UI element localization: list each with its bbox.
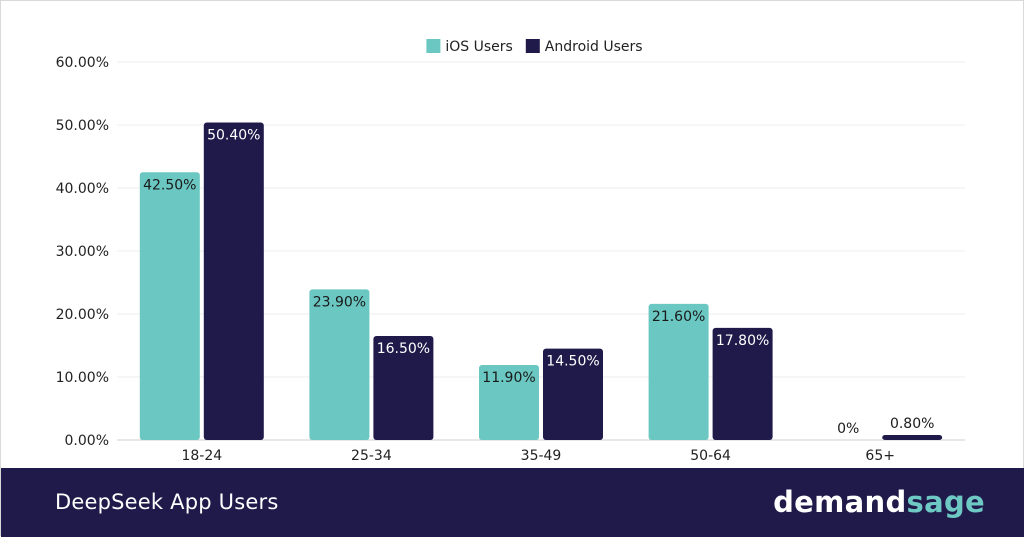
y-tick-label: 10.00% xyxy=(56,370,109,386)
brand-logo: demandsage xyxy=(773,485,985,519)
data-label: 17.80% xyxy=(716,333,769,349)
y-tick-label: 50.00% xyxy=(56,118,109,134)
x-tick-label: 25-34 xyxy=(351,448,392,464)
bar-ios-users xyxy=(648,303,709,440)
bar-ios-users xyxy=(139,172,200,440)
data-label: 23.90% xyxy=(313,294,366,310)
legend-label: iOS Users xyxy=(445,39,512,55)
data-label: 42.50% xyxy=(143,177,196,193)
legend-swatch xyxy=(525,39,540,53)
footer-bar: DeepSeek App Users demandsage xyxy=(1,468,1024,537)
footer-title: DeepSeek App Users xyxy=(55,490,279,514)
legend-swatch xyxy=(426,39,441,53)
y-tick-label: 30.00% xyxy=(56,244,109,260)
bar-android-users xyxy=(203,122,264,440)
y-tick-label: 20.00% xyxy=(56,307,109,323)
legend-label: Android Users xyxy=(545,39,643,55)
data-label: 21.60% xyxy=(652,309,705,325)
bar-android-users xyxy=(543,348,603,440)
y-tick-label: 60.00% xyxy=(56,55,109,71)
data-label: 14.50% xyxy=(546,354,599,370)
x-tick-label: 65+ xyxy=(865,448,895,464)
y-axis-ticks: 0.00% 10.00% 20.00% 30.00% 40.00% 50.00% 60.00… xyxy=(56,55,109,449)
bar-chart: 0.00% 10.00% 20.00% 30.00% 40.00% 50.00% 60.00… xyxy=(56,39,965,464)
bar-android-users xyxy=(882,434,943,440)
x-tick-label: 50-64 xyxy=(690,448,731,464)
x-axis-ticks: 18-24 25-34 35-49 50-64 65+ xyxy=(181,448,895,464)
bar-android-users xyxy=(712,327,773,440)
legend: iOS Users Android Users xyxy=(426,39,643,55)
data-label: 16.50% xyxy=(377,341,430,357)
bar-ios-users xyxy=(309,289,370,440)
bar-android-users xyxy=(373,336,434,440)
data-label: 0.80% xyxy=(890,416,934,432)
data-labels: 42.50% 50.40% 23.90% 16.50% 11.90% 14.50% 21.6… xyxy=(143,127,934,437)
y-tick-label: 0.00% xyxy=(65,433,109,449)
brand-part-sage: sage xyxy=(906,485,985,519)
data-label: 11.90% xyxy=(482,370,535,386)
bar-ios-users xyxy=(479,365,539,440)
x-tick-label: 18-24 xyxy=(181,448,222,464)
data-label: 0% xyxy=(837,421,859,437)
brand-part-demand: demand xyxy=(773,485,907,519)
y-tick-label: 40.00% xyxy=(56,181,109,197)
bars xyxy=(139,122,943,440)
data-label: 50.40% xyxy=(207,127,260,143)
x-tick-label: 35-49 xyxy=(521,448,562,464)
